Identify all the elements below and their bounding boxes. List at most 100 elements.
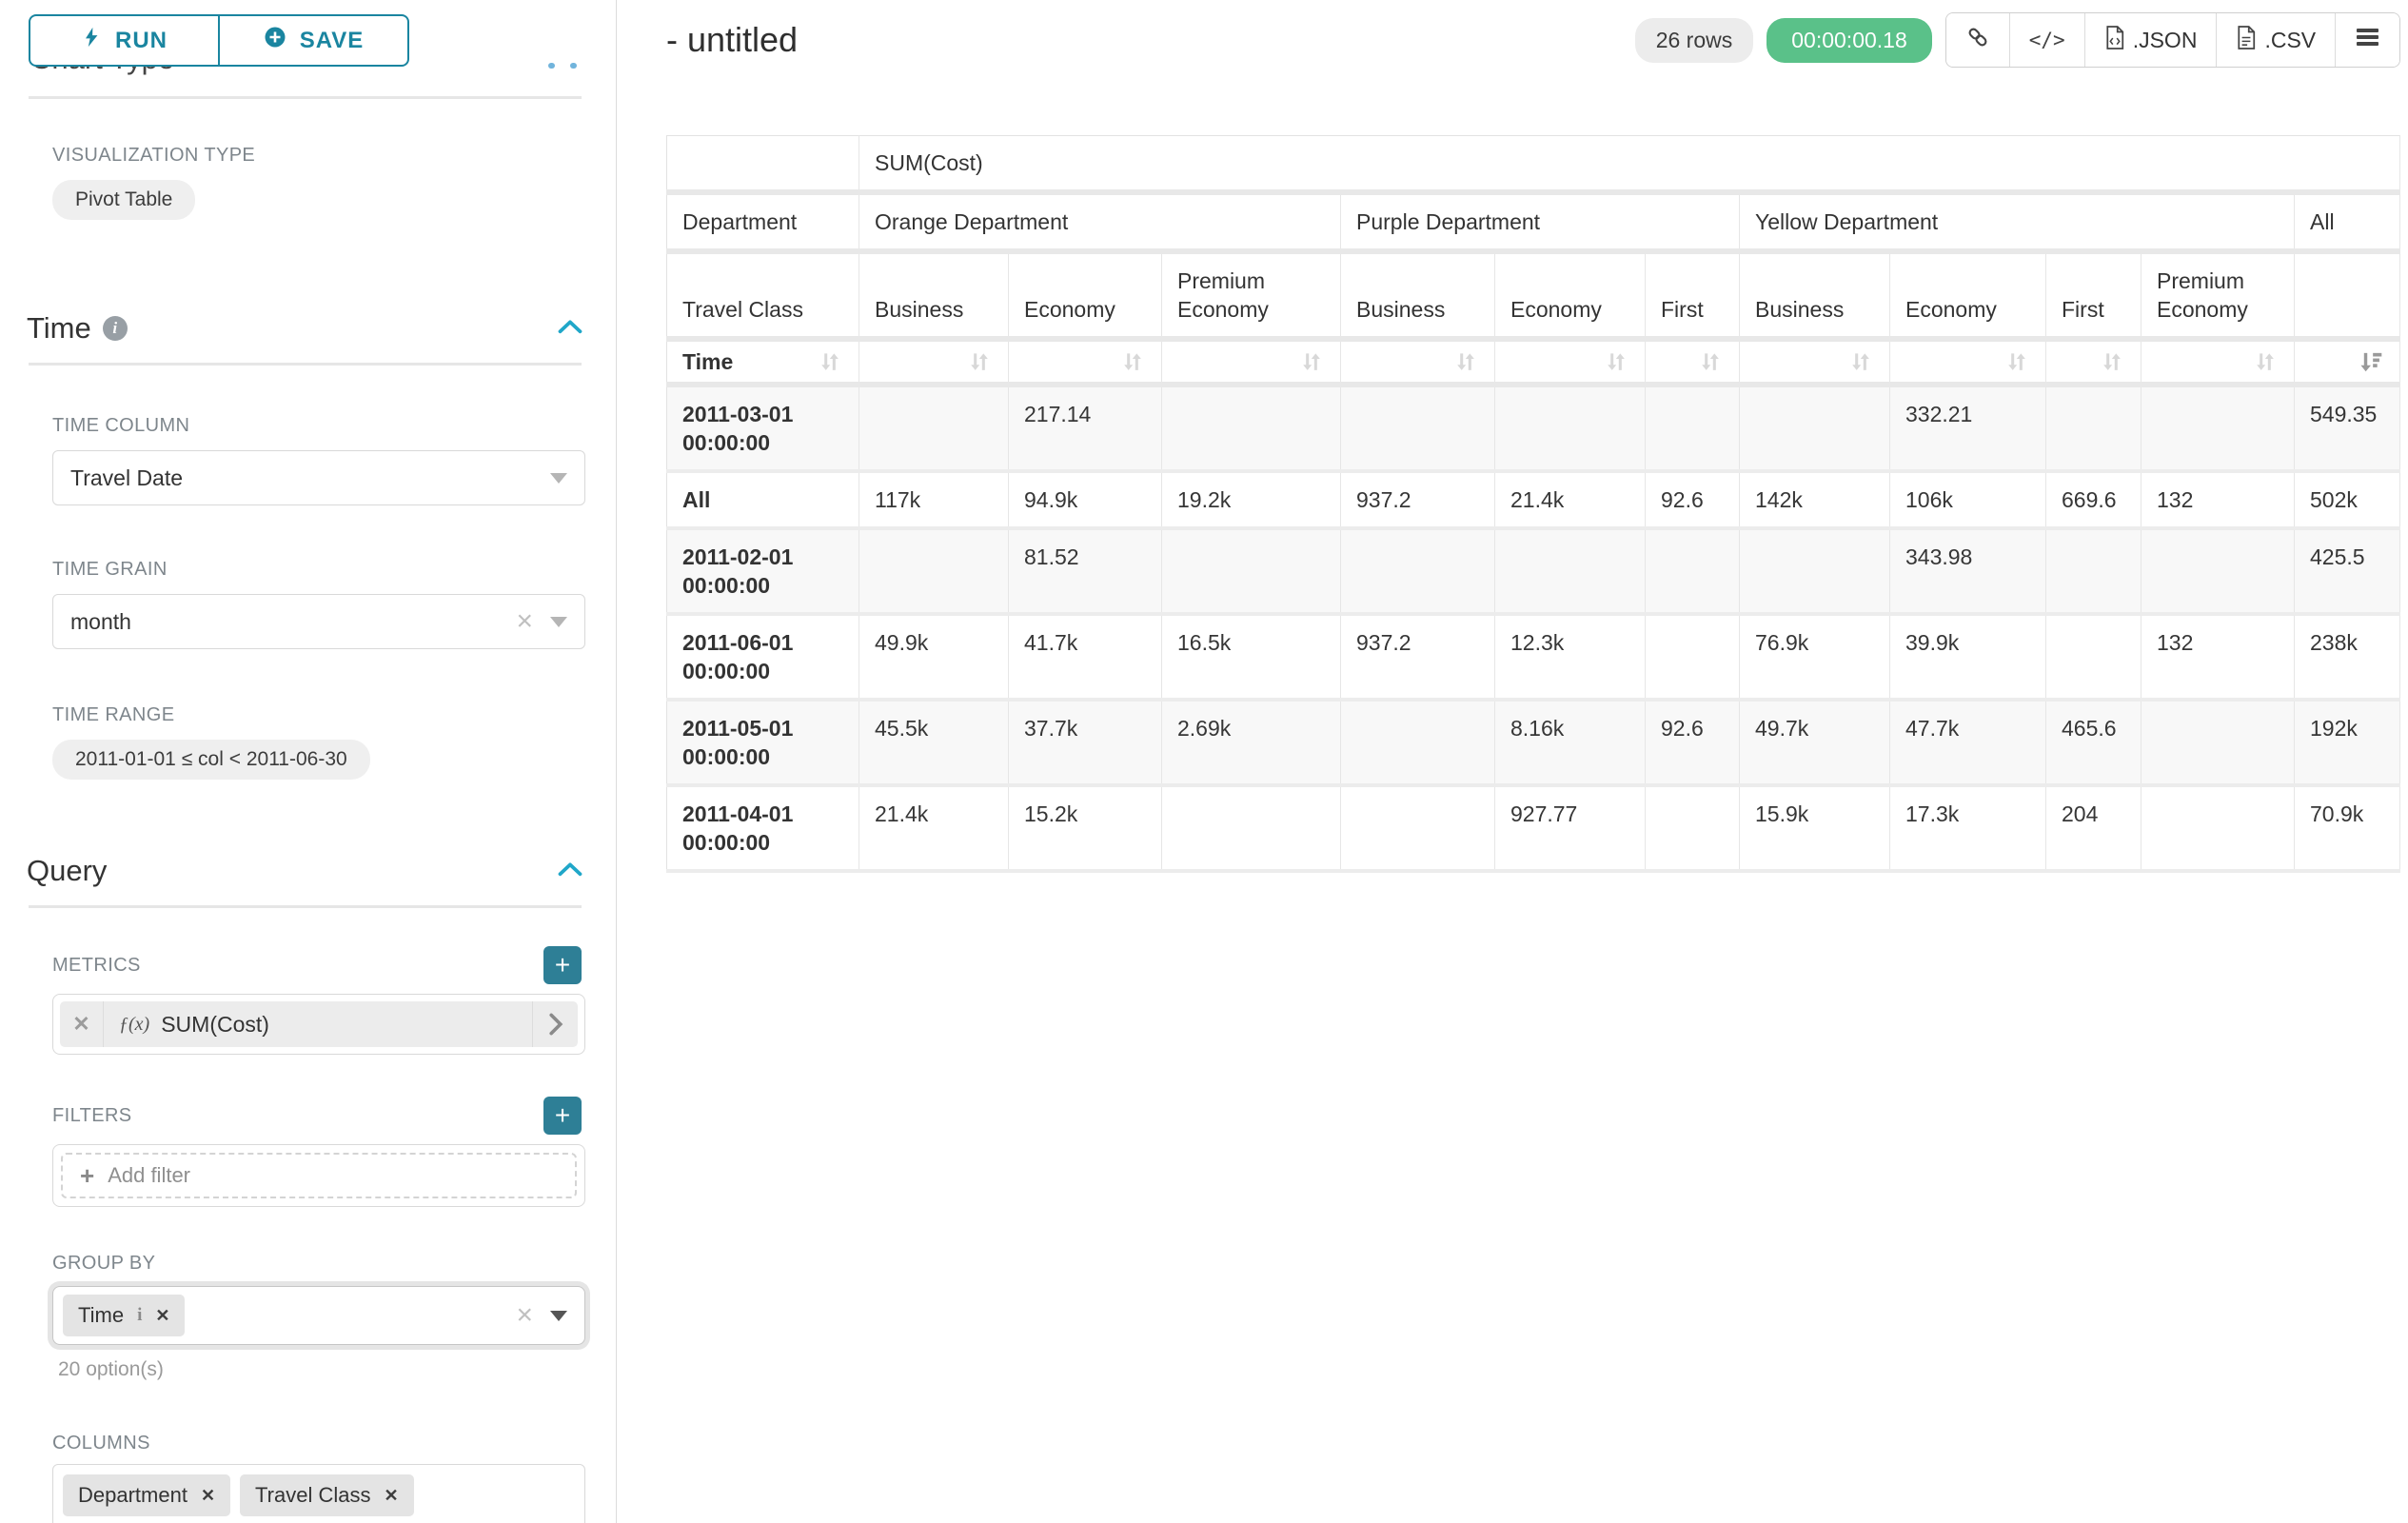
- column-sort-header: [1009, 339, 1162, 385]
- department-group-header: All: [2295, 192, 2400, 251]
- clear-icon[interactable]: ×: [516, 1518, 533, 1523]
- pivot-cell: 238k: [2295, 614, 2400, 700]
- time-range-pill[interactable]: 2011-01-01 ≤ col < 2011-06-30: [52, 740, 370, 780]
- json-label: .JSON: [2133, 28, 2198, 53]
- sort-icon[interactable]: [2003, 348, 2030, 375]
- pivot-cell: 217.14: [1009, 385, 1162, 471]
- pivot-cell: [1341, 700, 1495, 785]
- pivot-cell: 132: [2142, 614, 2295, 700]
- pivot-cell: 2.69k: [1162, 700, 1341, 785]
- column-sort-header: [2295, 339, 2400, 385]
- pivot-cell: 92.6: [1646, 700, 1740, 785]
- pivot-cell: [1162, 528, 1341, 614]
- pivot-cell: 37.7k: [1009, 700, 1162, 785]
- group-by-options-count: 20 option(s): [58, 1358, 583, 1381]
- pivot-cell: [2046, 385, 2142, 471]
- remove-chip-icon[interactable]: ✕: [384, 1486, 398, 1506]
- export-csv-button[interactable]: .CSV: [2217, 13, 2336, 67]
- table-row: All117k94.9k19.2k937.221.4k92.6142k106k6…: [667, 471, 2400, 528]
- group-by-select[interactable]: Time i ✕ ×: [52, 1286, 585, 1345]
- sort-icon[interactable]: [1697, 348, 1724, 375]
- time-column-select[interactable]: Travel Date: [52, 450, 585, 505]
- travel-class-header: Premium Economy: [1162, 251, 1341, 339]
- sort-icon[interactable]: [1847, 348, 1874, 375]
- columns-chip[interactable]: Travel Class ✕: [240, 1474, 414, 1516]
- add-filter-dropzone[interactable]: + Add filter: [61, 1153, 577, 1198]
- travel-class-header: [2295, 251, 2400, 339]
- export-json-button[interactable]: .JSON: [2085, 13, 2218, 67]
- column-sort-header: [1646, 339, 1740, 385]
- pivot-cell: 106k: [1890, 471, 2046, 528]
- pivot-cell: [2142, 700, 2295, 785]
- table-row: 2011-02-01 00:00:0081.52343.98425.5: [667, 528, 2400, 614]
- section-divider: [29, 905, 582, 908]
- view-query-button[interactable]: </>: [2010, 13, 2085, 67]
- add-metric-button[interactable]: +: [543, 946, 582, 984]
- metric-chip[interactable]: ✕ ƒ(x) SUM(Cost): [60, 1001, 578, 1047]
- chevron-up-icon[interactable]: [557, 318, 583, 340]
- panel-drag-handle[interactable]: [548, 63, 577, 69]
- pivot-cell: 81.52: [1009, 528, 1162, 614]
- pivot-cell: 343.98: [1890, 528, 2046, 614]
- filters-container: + Add filter: [52, 1144, 585, 1207]
- control-panel: Chart Type RUN SAVE VISUALIZA: [0, 0, 617, 1523]
- chart-title[interactable]: - untitled: [666, 20, 1635, 60]
- chevron-up-icon[interactable]: [557, 860, 583, 882]
- results-panel: - untitled 26 rows 00:00:00.18: [617, 0, 2408, 1523]
- copy-link-button[interactable]: [1946, 13, 2010, 67]
- chevron-right-icon[interactable]: [532, 1001, 578, 1047]
- columns-select[interactable]: Department ✕ Travel Class ✕ ×: [52, 1464, 585, 1523]
- plus-circle-icon: [264, 26, 286, 55]
- explore-app: Chart Type RUN SAVE VISUALIZA: [0, 0, 2408, 1523]
- pivot-cell: 192k: [2295, 700, 2400, 785]
- filters-label: FILTERS: [52, 1105, 132, 1127]
- row-label: All: [667, 471, 859, 528]
- menu-button[interactable]: [2336, 13, 2399, 67]
- time-grain-select[interactable]: month ×: [52, 594, 585, 649]
- metrics-container: ✕ ƒ(x) SUM(Cost): [52, 994, 585, 1055]
- clear-icon[interactable]: ×: [516, 1301, 533, 1330]
- remove-chip-icon[interactable]: ✕: [201, 1486, 215, 1506]
- pivot-cell: 39.9k: [1890, 614, 2046, 700]
- results-header: - untitled 26 rows 00:00:00.18: [666, 11, 2400, 69]
- sort-icon[interactable]: [1119, 348, 1146, 375]
- department-group-header: Purple Department: [1341, 192, 1740, 251]
- section-divider: [29, 363, 582, 366]
- add-filter-text: Add filter: [108, 1163, 190, 1188]
- column-sort-header: [1341, 339, 1495, 385]
- column-sort-header: [859, 339, 1009, 385]
- time-grain-label: TIME GRAIN: [52, 559, 583, 581]
- sort-icon[interactable]: [1298, 348, 1325, 375]
- sort-icon[interactable]: [2252, 348, 2279, 375]
- sort-icon[interactable]: [2099, 348, 2125, 375]
- pivot-cell: [1341, 385, 1495, 471]
- pivot-cell: [1740, 528, 1890, 614]
- sort-icon[interactable]: [817, 348, 843, 375]
- sort-descending-icon[interactable]: [2358, 348, 2384, 375]
- clear-icon[interactable]: ×: [516, 607, 533, 636]
- row-count-badge: 26 rows: [1635, 18, 1754, 63]
- remove-chip-icon[interactable]: ✕: [155, 1306, 169, 1326]
- viz-type-pill[interactable]: Pivot Table: [52, 180, 195, 220]
- travel-class-header: Business: [1740, 251, 1890, 339]
- chip-label: Travel Class: [255, 1483, 370, 1508]
- columns-chip[interactable]: Department ✕: [63, 1474, 230, 1516]
- sort-icon[interactable]: [1603, 348, 1629, 375]
- travel-class-header: Economy: [1495, 251, 1646, 339]
- metric-name: SUM(Cost): [161, 1012, 269, 1038]
- add-filter-button[interactable]: +: [543, 1097, 582, 1135]
- sort-icon[interactable]: [1452, 348, 1479, 375]
- pivot-cell: 92.6: [1646, 471, 1740, 528]
- pivot-cell: 937.2: [1341, 471, 1495, 528]
- save-button[interactable]: SAVE: [219, 14, 409, 67]
- sort-icon[interactable]: [966, 348, 993, 375]
- export-button-group: </> .JSON: [1945, 12, 2400, 68]
- pivot-cell: [1646, 614, 1740, 700]
- group-by-chip[interactable]: Time i ✕: [63, 1295, 185, 1336]
- metrics-label: METRICS: [52, 955, 141, 977]
- column-sort-header: [2142, 339, 2295, 385]
- run-button[interactable]: RUN: [29, 14, 219, 67]
- remove-metric-icon[interactable]: ✕: [60, 1001, 104, 1047]
- time-column-value: Travel Date: [70, 465, 183, 491]
- row-label: 2011-06-01 00:00:00: [667, 614, 859, 700]
